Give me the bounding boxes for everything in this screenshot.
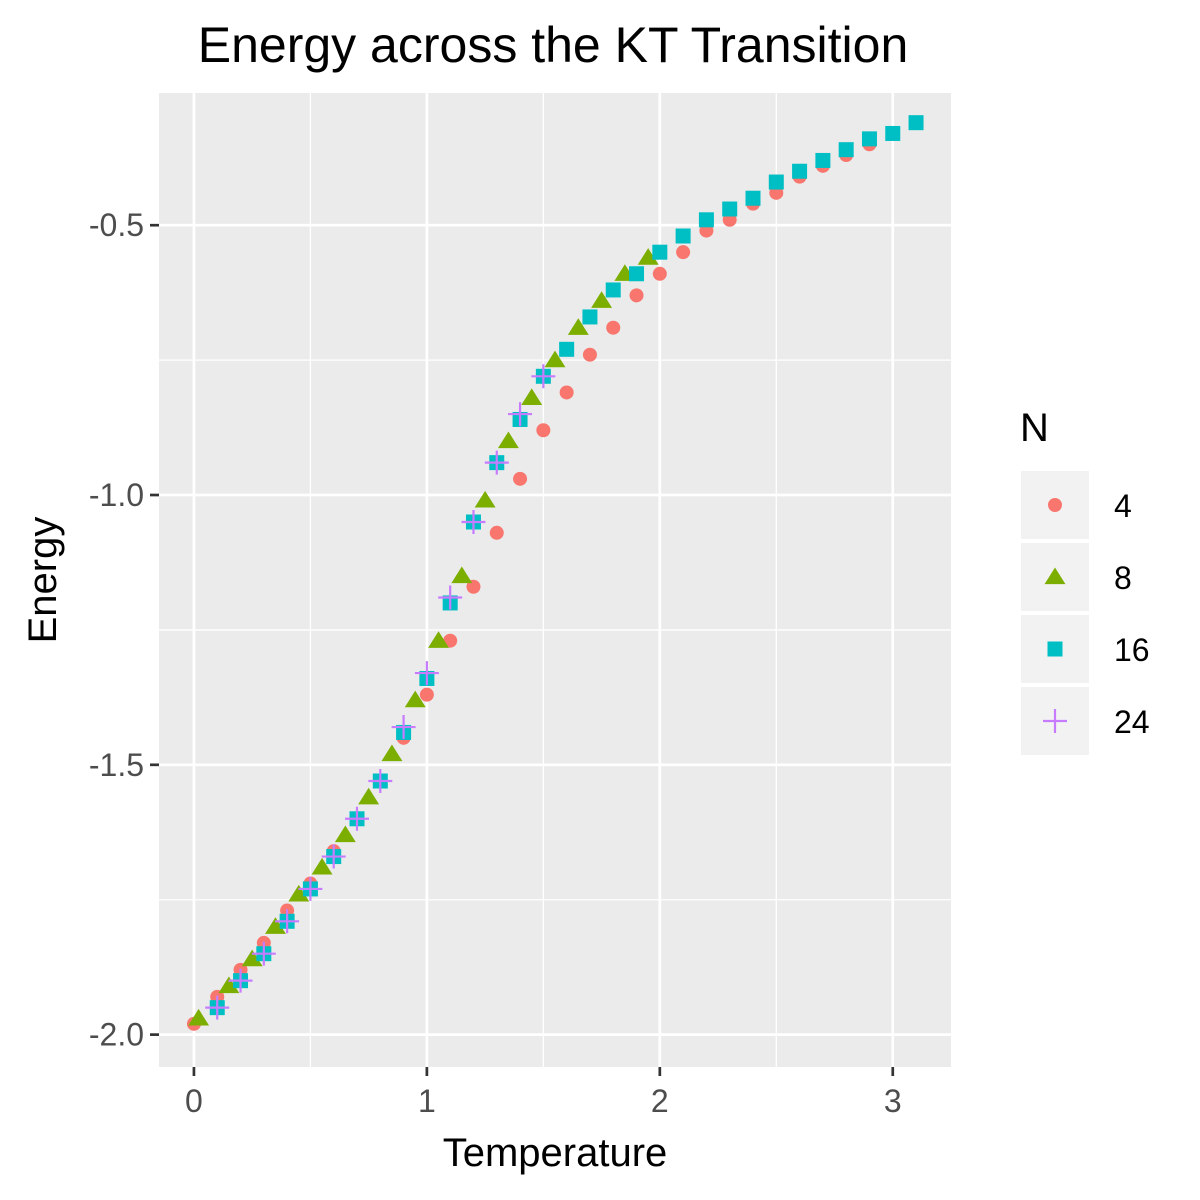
chart-title: Energy across the KT Transition: [198, 17, 909, 73]
data-point-triangle: [311, 857, 333, 875]
data-point-triangle: [404, 690, 426, 708]
data-point-circle: [489, 525, 504, 540]
legend-item-8: 8: [1021, 543, 1132, 611]
legend-label: 8: [1114, 560, 1132, 596]
legend-item-24: 24: [1021, 687, 1150, 755]
data-point-triangle: [591, 291, 613, 308]
data-point-square: [885, 125, 901, 141]
plot-panel: [159, 93, 951, 1067]
x-axis-title: Temperature: [443, 1131, 668, 1175]
data-point-square: [652, 244, 668, 260]
data-point-plus: [345, 806, 369, 831]
data-point-circle: [559, 385, 574, 400]
x-tick-label: 0: [185, 1083, 203, 1119]
data-point-circle: [652, 266, 667, 281]
data-point-plus: [461, 509, 486, 534]
axis-ticks: [150, 223, 895, 1076]
data-point-plus: [228, 968, 253, 993]
data-point-plus: [508, 402, 533, 427]
x-tick-label: 2: [651, 1083, 669, 1119]
data-point-circle: [676, 245, 691, 260]
y-tick-label: -2.0: [89, 1017, 144, 1053]
data-point-plus: [414, 661, 439, 686]
data-point-triangle: [358, 787, 380, 805]
data-point-plus: [205, 995, 230, 1020]
y-tick-label: -1.0: [89, 477, 144, 513]
data-point-plus: [438, 585, 463, 610]
data-point-triangle: [521, 388, 543, 406]
legend-key-square: [1047, 641, 1063, 657]
series-16: [209, 115, 924, 1016]
data-point-circle: [513, 471, 528, 486]
data-point-square: [722, 201, 738, 217]
data-point-circle: [629, 288, 644, 303]
legend-key-plus: [1043, 709, 1067, 733]
data-point-triangle: [428, 631, 449, 648]
data-point-circle: [419, 687, 434, 702]
data-point-square: [675, 228, 691, 244]
legend-item-4: 4: [1021, 471, 1132, 539]
data-point-square: [559, 341, 575, 357]
data-point-triangle: [381, 744, 403, 762]
data-point-plus: [391, 715, 416, 740]
data-point-triangle: [497, 431, 519, 449]
data-point-triangle: [637, 248, 659, 265]
legend: N 4 8 16 24: [1020, 406, 1150, 755]
data-point-triangle: [188, 1008, 210, 1026]
data-point-square: [582, 309, 598, 325]
y-tick-labels: -2.0 -1.5 -1.0 -0.5: [89, 207, 144, 1052]
data-point-square: [838, 142, 854, 158]
legend-label: 4: [1114, 488, 1132, 524]
data-point-circle: [582, 347, 597, 362]
data-point-triangle: [334, 825, 356, 843]
data-point-plus: [251, 941, 276, 966]
data-point-plus: [321, 844, 346, 869]
legend-label: 24: [1114, 704, 1150, 740]
data-point-plus: [275, 909, 300, 934]
y-tick-label: -0.5: [89, 207, 144, 243]
data-point-square: [908, 115, 924, 131]
data-point-square: [861, 131, 877, 147]
data-point-triangle: [218, 976, 240, 994]
legend-item-16: 16: [1021, 615, 1150, 683]
data-point-plus: [531, 364, 556, 389]
data-point-circle: [606, 320, 621, 335]
data-point-plus: [368, 769, 393, 794]
legend-key-circle: [1048, 498, 1062, 512]
data-point-plus: [484, 450, 509, 475]
legend-key-triangle: [1044, 567, 1066, 585]
data-point-triangle: [474, 490, 496, 508]
data-point-circle: [466, 579, 481, 594]
data-point-square: [768, 174, 784, 190]
data-point-square: [792, 163, 808, 179]
x-tick-labels: 0 1 2 3: [185, 1083, 902, 1119]
data-point-triangle: [241, 949, 263, 967]
x-tick-label: 3: [884, 1083, 902, 1119]
data-point-square: [605, 282, 621, 298]
data-point-square: [698, 212, 714, 228]
data-point-circle: [536, 423, 551, 438]
data-point-triangle: [544, 350, 566, 368]
data-point-triangle: [451, 566, 473, 584]
y-tick-label: -1.5: [89, 747, 144, 783]
data-point-square: [815, 152, 831, 168]
legend-items: 4 8 16 24: [1021, 471, 1150, 755]
data-point-plus: [298, 876, 323, 901]
y-axis-title: Energy: [21, 517, 65, 644]
data-point-triangle: [265, 917, 286, 934]
legend-label: 16: [1114, 632, 1150, 668]
data-points: [186, 115, 924, 1031]
data-point-triangle: [288, 884, 310, 902]
series-4: [186, 126, 900, 1031]
data-point-square: [629, 266, 645, 282]
x-tick-label: 1: [418, 1083, 436, 1119]
data-point-triangle: [567, 318, 589, 335]
legend-title: N: [1020, 406, 1049, 450]
series-24: [205, 364, 556, 1020]
data-point-square: [745, 190, 761, 206]
